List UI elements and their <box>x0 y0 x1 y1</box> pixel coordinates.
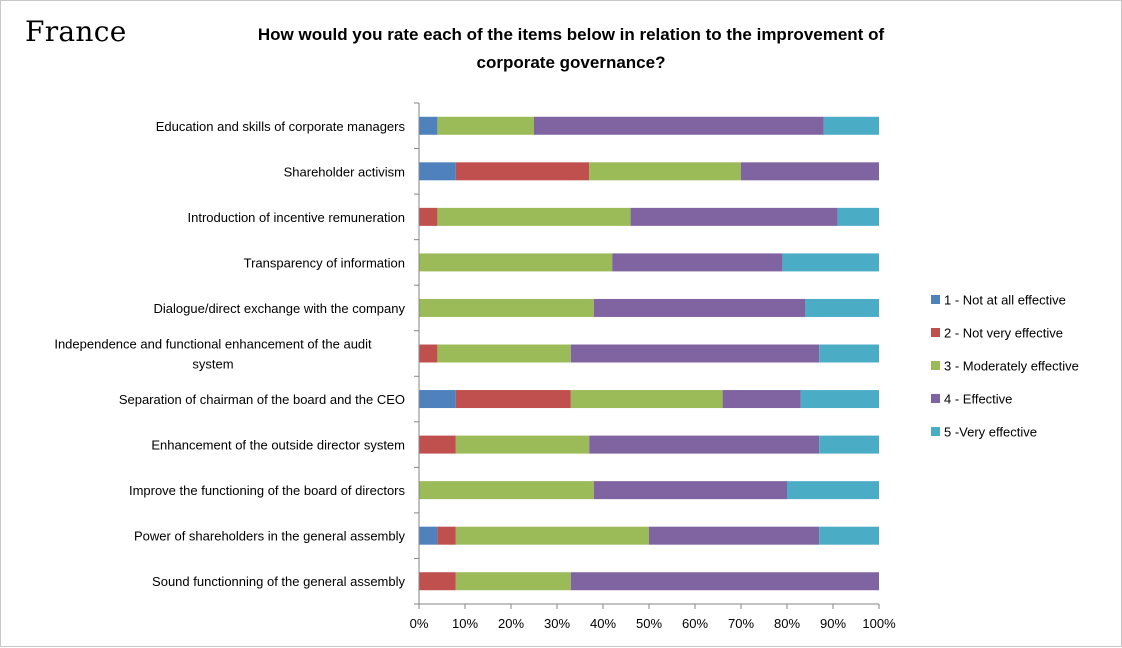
bar-segment <box>455 526 649 545</box>
bar-segment <box>570 390 723 409</box>
bar-segment <box>437 526 456 545</box>
legend-swatch <box>931 295 940 304</box>
bar-segment <box>593 481 787 500</box>
bar-segment <box>570 344 820 363</box>
bar-segment <box>419 390 456 409</box>
value-axis-tick-label: 0% <box>410 616 429 631</box>
value-axis-tick-label: 100% <box>862 616 896 631</box>
legend-label: 3 - Moderately effective <box>944 359 1079 374</box>
bar-segment <box>455 162 590 181</box>
bar-segment <box>437 344 571 363</box>
bar-segment <box>455 572 571 591</box>
value-axis-tick-label: 10% <box>452 616 478 631</box>
category-label: Introduction of incentive remuneration <box>187 210 405 225</box>
bar-segment <box>593 298 806 317</box>
bar-segment <box>419 344 438 363</box>
bar-segment <box>419 298 594 317</box>
bar-segment <box>819 435 879 454</box>
category-label: Improve the functioning of the board of … <box>129 483 406 498</box>
bar-segment <box>837 207 879 226</box>
value-axis-tick-label: 30% <box>544 616 570 631</box>
bar-segment <box>823 116 879 135</box>
bar-segment <box>741 162 879 181</box>
bar-segment <box>419 162 456 181</box>
bar-segment <box>455 390 571 409</box>
bar-segment <box>419 435 456 454</box>
bar-segment <box>419 253 613 272</box>
category-label: Education and skills of corporate manage… <box>156 119 406 134</box>
value-axis-tick-label: 80% <box>774 616 800 631</box>
category-label: Power of shareholders in the general ass… <box>134 529 405 544</box>
chart-title-line-2: corporate governance? <box>476 53 666 72</box>
bar-segment <box>722 390 801 409</box>
legend-label: 2 - Not very effective <box>944 326 1063 341</box>
bar-segment <box>437 116 534 135</box>
bar-segment <box>589 435 820 454</box>
bar-segment <box>800 390 879 409</box>
value-axis-tick-label: 20% <box>498 616 524 631</box>
category-label: system <box>192 357 233 372</box>
bar-segment <box>805 298 879 317</box>
category-label: Sound functionning of the general assemb… <box>152 574 405 589</box>
bar-segment <box>589 162 741 181</box>
category-label: Dialogue/direct exchange with the compan… <box>154 301 406 316</box>
bar-segment <box>787 481 879 500</box>
legend-label: 5 -Very effective <box>944 425 1037 440</box>
category-label: Enhancement of the outside director syst… <box>151 438 405 453</box>
bar-segment <box>534 116 824 135</box>
bar-segment <box>819 526 879 545</box>
legend-swatch <box>931 394 940 403</box>
chart-title: How would you rate each of the items bel… <box>171 21 971 77</box>
bar-segment <box>419 526 438 545</box>
legend-label: 4 - Effective <box>944 392 1012 407</box>
bar-segment <box>612 253 783 272</box>
value-axis-tick-label: 40% <box>590 616 616 631</box>
chart-title-line-1: How would you rate each of the items bel… <box>257 25 885 44</box>
bar-segment <box>419 116 438 135</box>
category-label: Transparency of information <box>244 255 405 270</box>
value-axis-tick-label: 60% <box>682 616 708 631</box>
bar-segment <box>570 572 879 591</box>
bar-segment <box>649 526 820 545</box>
category-label: Shareholder activism <box>284 164 405 179</box>
bar-segment <box>419 481 594 500</box>
category-label: Independence and functional enhancement … <box>54 337 372 352</box>
value-axis-tick-label: 50% <box>636 616 662 631</box>
legend-swatch <box>931 361 940 370</box>
bar-segment <box>630 207 838 226</box>
legend-swatch <box>931 328 940 337</box>
bar-segment <box>782 253 879 272</box>
legend-swatch <box>931 427 940 436</box>
legend-label: 1 - Not at all effective <box>944 293 1066 308</box>
value-axis-tick-label: 70% <box>728 616 754 631</box>
country-label: France <box>25 15 127 48</box>
bar-segment <box>419 207 438 226</box>
value-axis-tick-label: 90% <box>820 616 846 631</box>
bar-segment <box>437 207 631 226</box>
bar-segment <box>419 572 456 591</box>
bar-segment <box>455 435 590 454</box>
category-label: Separation of chairman of the board and … <box>119 392 405 407</box>
bar-segment <box>819 344 879 363</box>
